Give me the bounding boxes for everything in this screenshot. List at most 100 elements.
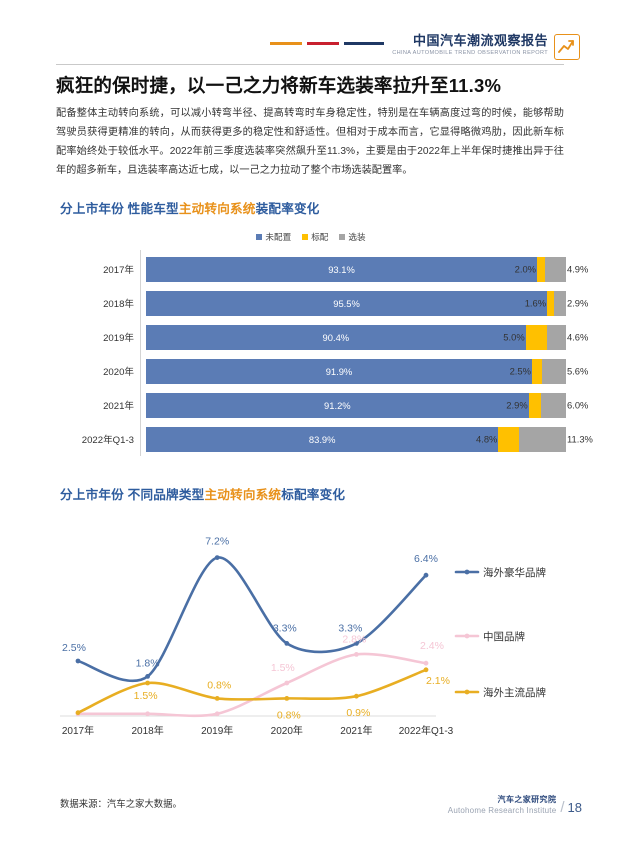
body-paragraph: 配备整体主动转向系统，可以减小转弯半径、提高转弯时车身稳定性，特别是在车辆高度过… [56,108,564,176]
bar-segment-选装: 4.9% [545,256,588,282]
data-point [145,674,150,679]
line-series-中国品牌: 1.5% 2.8% 2.4% [75,633,444,718]
bar-segment-未配置: 90.4% [146,324,526,350]
data-point [284,680,290,686]
bar-row: 2020年 91.9% 2.5% 5.6% [56,354,588,388]
page-header: 中国汽车潮流观察报告 CHINA AUTOMOBILE TREND OBSERV… [0,0,620,66]
legend-label-1: 标配 [311,232,329,242]
bar-segment-label: 90.4% [322,331,350,343]
data-label: 0.9% [346,707,370,719]
bar-row: 2019年 90.4% 5.0% 4.6% [56,320,588,354]
data-label: 3.3% [338,622,362,634]
bar-segment-未配置: 91.9% [146,358,532,384]
section2-prefix: 分上市年份 不同品牌类型 [60,488,205,502]
bar-row: 2017年 93.1% 2.0% 4.9% [56,252,588,286]
bar-segment-选装: 4.6% [546,324,588,350]
data-point [423,660,429,666]
data-point [145,680,150,686]
page-title: 疯狂的保时捷，以一己之力将新车选装率拉升至11.3% [56,75,502,96]
bar-segment-label: 5.6% [566,365,589,377]
line-path [76,556,428,683]
data-point [284,641,290,646]
section2-suffix: 标配率变化 [281,488,346,502]
footer-institute: 汽车之家研究院 Autohome Research Institute [448,794,557,817]
brand-text: 中国汽车潮流观察报告 CHINA AUTOMOBILE TREND OBSERV… [392,33,548,58]
footer-brand: 汽车之家研究院 Autohome Research Institute / 18 [448,794,582,817]
x-axis-tick-label: 2022年Q1-3 [399,724,454,737]
report-brand: 中国汽车潮流观察报告 CHINA AUTOMOBILE TREND OBSERV… [270,33,580,60]
data-point [284,696,290,701]
trend-chart-icon-glyph [558,40,574,53]
bar-segment-label: 4.6% [566,331,589,343]
line-series-海外豪华品牌: 2.5% 1.8% 7.2% 3.3% 3.3% 6.4% [62,536,438,683]
legend-marker [464,569,470,575]
bar-category-label: 2017年 [103,265,134,276]
bar-row: 2018年 95.5% 1.6% 2.9% [56,286,588,320]
bar-segment-选装: 6.0% [540,392,588,418]
x-axis-tick-label: 2017年 [62,724,94,737]
data-source-note: 数据来源：汽车之家大数据。 [60,798,182,809]
brand-title-en: CHINA AUTOMOBILE TREND OBSERVATION REPOR… [392,50,548,56]
data-point [75,710,81,716]
data-point [75,658,81,664]
brand-rule-red [307,42,340,45]
section2-highlight: 主动转向系统 [204,488,282,502]
legend-swatch-blue [256,234,263,240]
bar-track: 91.9% 2.5% 5.6% [146,358,588,384]
section-heading-标配率: 分上市年份 不同品牌类型主动转向系统标配率变化 [60,484,345,503]
header-divider [56,64,564,65]
bar-segment-label: 95.5% [333,297,360,309]
bar-segment-label: 91.9% [325,365,353,377]
x-axis-tick-label: 2019年 [201,724,233,737]
bar-track: 93.1% 2.0% 4.9% [146,256,588,282]
legend-label: 海外主流品牌 [483,686,546,699]
data-point [145,711,150,717]
data-point [214,696,220,701]
data-label: 2.8% [342,633,366,645]
bar-track: 90.4% 5.0% 4.6% [146,324,588,350]
footer-slash: / [560,799,565,816]
bar-category-label: 2021年 [103,401,134,412]
data-label: 2.1% [426,675,450,687]
bar-segment-label: 5.0% [503,331,525,343]
brand-rule-group [270,42,385,45]
institute-name-en: Autohome Research Institute [447,806,557,815]
bar-segment-label: 2.0% [514,263,537,275]
bar-segment-label: 4.9% [566,263,589,275]
bar-segment-label: 4.8% [476,433,498,445]
section1-highlight: 主动转向系统 [178,202,256,216]
bar-segment-label: 2.9% [566,297,589,309]
legend-swatch-yellow [302,234,309,240]
legend-marker [464,689,470,695]
legend-swatch-gray [339,234,346,240]
bar-category-label: 2020年 [103,367,134,378]
data-label: 2.5% [62,642,86,654]
bar-row: 2021年 91.2% 2.9% 6.0% [56,388,588,422]
legend-label: 中国品牌 [483,630,525,643]
data-label: 0.8% [207,679,231,691]
bar-category-label: 2018年 [103,299,134,310]
legend-marker [464,633,470,639]
line-chart: 2.5% 1.8% 7.2% 3.3% 3.3% 6.4% 1.5% 2.8% 2.4% 1.5%… [56,512,566,764]
bar-segment-未配置: 83.9% [146,426,499,452]
bar-segment-选装: 2.9% [553,290,588,316]
legend-label-0: 未配置 [265,232,292,242]
legend-item-standard: 标配 [302,231,328,243]
bar-segment-label: 11.3% [566,433,593,445]
bar-plot-area: 2017年 93.1% 2.0% 4.9% 2018年 95.5% 1.6% 2.9% 2019… [56,250,593,456]
line-legend-item-海外主流品牌: 海外主流品牌 [454,686,546,699]
data-label: 6.4% [414,553,438,565]
legend-label: 海外豪华品牌 [483,566,546,579]
line-path [76,668,428,714]
stacked-bar-chart: 未配置 标配 选装 2017年 93.1% 2.0% 4.9% 2018年 95.5% 1.… [56,228,593,460]
legend-item-optional: 选装 [339,231,366,243]
line-series-海外主流品牌: 1.5% 0.8% 0.8% 0.9% 2.1% [75,667,450,721]
data-label: 1.5% [134,690,158,702]
bar-segment-label: 1.6% [524,297,547,309]
bar-segment-未配置: 95.5% [146,290,548,316]
bar-segment-label: 2.9% [506,399,528,411]
legend-item-unconfigured: 未配置 [256,231,291,243]
x-axis-tick-label: 2018年 [131,724,163,737]
bar-segment-标配: 2.5% [510,358,543,384]
bar-segment-标配: 1.6% [525,290,554,316]
